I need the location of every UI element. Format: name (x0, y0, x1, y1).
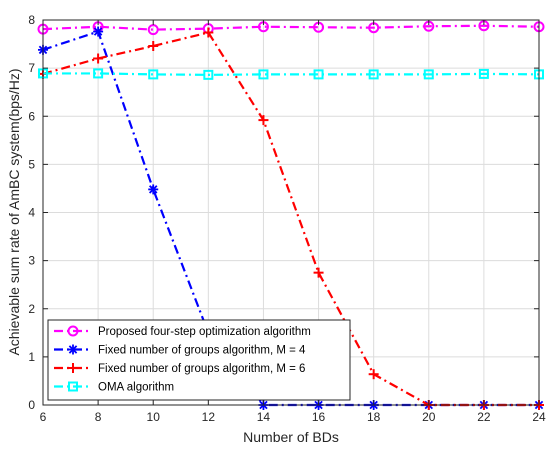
y-tick-label: 7 (28, 61, 35, 75)
x-tick-label: 22 (477, 410, 491, 424)
legend-label: OMA algorithm (98, 382, 174, 394)
square-marker (368, 69, 379, 80)
square-marker (478, 68, 489, 79)
legend-box (47, 319, 351, 401)
star-marker (148, 184, 159, 195)
square-marker (313, 69, 324, 80)
x-tick-label: 24 (532, 410, 546, 424)
y-tick-label: 4 (28, 206, 35, 220)
x-tick-label: 18 (367, 410, 381, 424)
x-tick-label: 12 (202, 410, 216, 424)
x-tick-label: 16 (312, 410, 326, 424)
x-tick-label: 20 (422, 410, 436, 424)
y-tick-label: 1 (28, 350, 35, 364)
plus-marker (368, 369, 379, 380)
plus-marker (148, 40, 159, 51)
x-tick-label: 10 (147, 410, 161, 424)
y-tick-label: 2 (28, 302, 35, 316)
legend-label: Fixed number of groups algorithm, M = 4 (98, 345, 306, 357)
x-tick-label: 6 (40, 410, 47, 424)
x-tick-label: 14 (257, 410, 271, 424)
square-marker (203, 69, 214, 80)
square-marker (258, 69, 269, 80)
circle-marker (147, 24, 159, 36)
square-marker (148, 69, 159, 80)
x-axis-title: Number of BDs (243, 429, 339, 445)
star-marker (68, 344, 78, 355)
y-tick-label: 6 (28, 109, 35, 123)
plus-marker (68, 363, 78, 373)
square-marker (93, 68, 104, 79)
series-line (42, 31, 539, 407)
legend-entry: OMA algorithm (54, 381, 174, 394)
y-axis-title: Achievable sum rate of AmBC system(bps/H… (6, 68, 22, 355)
legend-entry: Proposed four-step optimization algorith… (54, 325, 311, 338)
star-marker (93, 26, 104, 37)
legend-label: Fixed number of groups algorithm, M = 6 (98, 363, 305, 375)
series-group (38, 68, 544, 80)
y-tick-label: 3 (28, 254, 35, 268)
plus-marker (258, 115, 269, 126)
y-tick-label: 5 (28, 157, 35, 171)
plus-marker (93, 53, 104, 64)
plus-marker (203, 27, 214, 38)
square-marker (68, 381, 78, 392)
legend-entry: Fixed number of groups algorithm, M = 4 (54, 344, 306, 357)
y-tick-label: 8 (28, 13, 35, 27)
legend-label: Proposed four-step optimization algorith… (98, 326, 311, 338)
y-tick-label: 0 (28, 398, 35, 412)
plus-marker (313, 267, 324, 278)
circle-marker (67, 325, 79, 337)
x-tick-label: 8 (95, 410, 102, 424)
square-marker (423, 69, 434, 80)
series-line (43, 72, 540, 76)
series-line (42, 24, 540, 31)
legend-entry: Fixed number of groups algorithm, M = 6 (54, 363, 305, 375)
legend: Proposed four-step optimization algorith… (47, 319, 351, 401)
